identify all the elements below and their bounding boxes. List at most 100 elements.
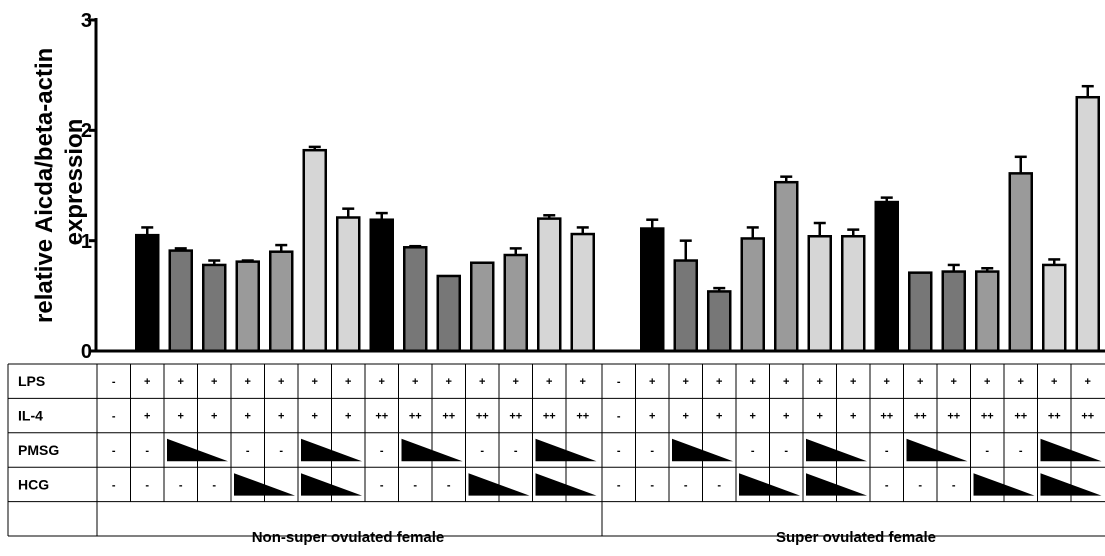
bar (874, 200, 899, 353)
table-cell-value: - (413, 479, 417, 491)
table-cell-value: + (144, 376, 150, 388)
table-cell-value: - (684, 479, 688, 491)
bar (436, 274, 461, 353)
bar (774, 180, 799, 353)
table-cell-value: + (649, 411, 655, 423)
bar (537, 217, 562, 353)
table-cell-value: + (1085, 376, 1091, 388)
dose-ramp-icon (301, 473, 362, 496)
y-tick-label: 3 (81, 10, 92, 32)
dose-ramp-icon (468, 473, 530, 496)
table-cell-value: - (985, 445, 989, 457)
table-cell-value: - (480, 445, 484, 457)
table-cell-value: - (179, 479, 183, 491)
dose-ramp-icon (1040, 438, 1102, 462)
bar (640, 227, 665, 353)
table-cell-value: + (683, 376, 689, 388)
bar (707, 290, 732, 353)
group-label-non-super: Non-super ovulated female (252, 529, 445, 546)
table-cell-value: + (546, 376, 552, 388)
dose-ramp-icon (535, 473, 597, 496)
table-cell-value: + (379, 376, 385, 388)
bar (168, 249, 193, 353)
dose-ramp-icon (1040, 473, 1102, 496)
table-cell-value: + (783, 411, 789, 423)
table-cell-value: ++ (476, 411, 489, 423)
bar (135, 233, 160, 353)
table-cell-value: - (717, 479, 721, 491)
table-cell-value: + (278, 411, 284, 423)
dose-ramp-icon (806, 438, 867, 462)
dose-ramp-icon (535, 438, 597, 462)
dose-ramp-icon (167, 438, 228, 462)
table-cell-value: - (952, 479, 956, 491)
table-cell-value: + (750, 376, 756, 388)
condition-table: LPS - + + + + + + + + + + + + + + - + + + + + + + + + + + + + +IL-4- + +… (7, 363, 1105, 537)
dose-ramp-icon (672, 438, 733, 462)
table-cell-value: + (817, 376, 823, 388)
y-tick-label: 1 (81, 231, 92, 253)
y-axis-label: relative Aicda/beta-actin expression (31, 41, 88, 323)
table-cell-value: + (446, 376, 452, 388)
table-cell-value: - (617, 411, 621, 423)
dose-ramp-icon (301, 438, 362, 462)
bar (269, 250, 294, 353)
bar (202, 263, 227, 353)
table-cell-value: - (447, 479, 451, 491)
table-cell-value: + (412, 376, 418, 388)
table-cell-value: + (178, 411, 184, 423)
table-cell-value: + (716, 411, 722, 423)
bar (975, 270, 1000, 353)
bar (740, 237, 765, 353)
table-cell-value: + (884, 376, 890, 388)
y-tick-label: 0 (81, 341, 92, 363)
table-cell-value: + (683, 411, 689, 423)
table-cell-value: + (479, 376, 485, 388)
table-cell-value: - (650, 479, 654, 491)
table-row-label: IL-4 (18, 408, 43, 424)
y-axis-label-line2: expression (61, 119, 88, 246)
table-cell-value: + (211, 411, 217, 423)
table-cell-value: + (312, 411, 318, 423)
bar (470, 261, 495, 353)
table-cell-value: + (850, 376, 856, 388)
table-cell-value: + (245, 411, 251, 423)
table-cell-value: - (1019, 445, 1023, 457)
table-cell-value: - (751, 445, 755, 457)
bar (1008, 172, 1033, 353)
table-cell-value: - (212, 479, 216, 491)
table-cell-value: + (783, 376, 789, 388)
table-cell-value: - (279, 445, 283, 457)
bar (336, 216, 361, 353)
table-cell-value: + (211, 376, 217, 388)
bar (369, 218, 394, 353)
dose-ramp-icon (906, 438, 968, 462)
bar (1075, 95, 1100, 353)
table-cell-value: - (918, 479, 922, 491)
bar (841, 235, 866, 353)
table-cell-value: ++ (947, 411, 960, 423)
dose-ramp-icon (234, 473, 295, 496)
table-cell-value: + (513, 376, 519, 388)
bar (403, 246, 428, 353)
table-cell-value: + (580, 376, 586, 388)
table-cell-value: - (784, 445, 788, 457)
table-cell-value: - (885, 445, 889, 457)
bar (941, 270, 966, 353)
table-row-label: PMSG (18, 442, 59, 458)
bar (1042, 263, 1067, 353)
table-cell-value: - (617, 479, 621, 491)
table-cell-value: + (245, 376, 251, 388)
table-cell-value: + (850, 411, 856, 423)
table-cell-value: ++ (442, 411, 455, 423)
bar (302, 148, 327, 353)
bar (503, 253, 528, 353)
table-cell-value: - (885, 479, 889, 491)
table-cell-value: - (112, 445, 116, 457)
table-cell-value: - (514, 445, 518, 457)
table-cell-value: ++ (1048, 411, 1061, 423)
table-cell-value: + (178, 376, 184, 388)
dose-ramp-icon (973, 473, 1035, 496)
table-cell-value: + (716, 376, 722, 388)
